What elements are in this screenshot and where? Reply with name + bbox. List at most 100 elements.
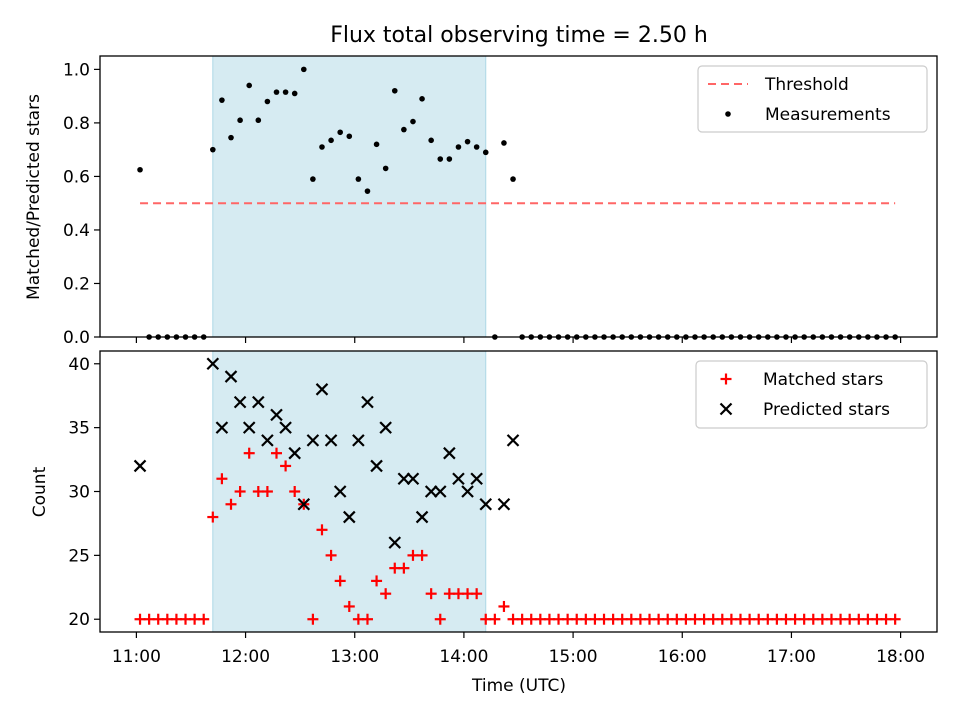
- measurement-point: [410, 118, 416, 125]
- predicted-point: [433, 485, 447, 498]
- bottom-y-tick-label: 30: [68, 483, 90, 503]
- measurement-point: [237, 117, 243, 124]
- matched-point: [225, 498, 237, 510]
- predicted-point: [361, 395, 374, 409]
- legend-predicted-marker: [719, 402, 733, 416]
- matched-point: [434, 613, 446, 625]
- measurement-point: [428, 137, 434, 144]
- predicted-point: [206, 357, 220, 371]
- predicted-point: [406, 472, 420, 486]
- legend-predicted-label: Predicted stars: [763, 400, 890, 420]
- cross-stroke-b: [406, 472, 420, 486]
- cross-stroke-b: [206, 357, 220, 371]
- cross-stroke-b: [388, 536, 402, 549]
- top-y-tick-label: 0.0: [63, 328, 90, 348]
- matched-point: [198, 613, 210, 625]
- measurement-point: [319, 144, 325, 150]
- cross-stroke-b: [215, 421, 229, 434]
- bottom-y-ticks: 20 25 30 35 40: [68, 355, 100, 630]
- matched-point: [325, 549, 337, 561]
- matched-point: [289, 486, 301, 497]
- matched-point: [471, 588, 483, 600]
- measurement-point: [291, 90, 298, 97]
- predicted-point: [388, 536, 402, 549]
- measurement-point: [264, 98, 271, 105]
- cross-stroke-b: [506, 434, 520, 447]
- cross-stroke-b: [497, 497, 511, 511]
- predicted-point: [242, 421, 256, 434]
- measurement-point: [346, 133, 353, 140]
- top-legend-box: [697, 65, 928, 133]
- measurement-point: [391, 87, 398, 94]
- measurement-point: [401, 126, 407, 133]
- measurement-point: [473, 144, 480, 150]
- cross-stroke-b: [279, 421, 292, 434]
- matched-point: [261, 486, 273, 497]
- predicted-point: [224, 370, 238, 383]
- x-tick-label: 14:00: [439, 647, 488, 667]
- cross-stroke-b: [252, 395, 265, 409]
- predicted-point: [297, 497, 311, 511]
- x-tick-label: 11:00: [112, 647, 161, 667]
- measurement-point: [437, 156, 444, 162]
- predicted-point: [415, 510, 429, 524]
- predicted-point: [352, 434, 365, 447]
- cross-stroke-b: [461, 485, 474, 498]
- measurement-point: [219, 97, 225, 103]
- bottom-y-tick-label: 35: [68, 419, 90, 439]
- top-axes-frame: [99, 55, 938, 338]
- cross-stroke-b: [719, 402, 733, 416]
- top-y-axis-label: Matched/Predicted stars: [24, 94, 44, 300]
- matched-point: [216, 473, 228, 485]
- top-y-tick-label: 0.8: [63, 114, 90, 134]
- predicted-point: [452, 472, 465, 486]
- cross-stroke-b: [379, 421, 392, 434]
- matched-point: [334, 575, 346, 587]
- matched-point: [398, 562, 410, 574]
- matched-point: [361, 613, 373, 625]
- x-tick-label: 17:00: [767, 647, 816, 667]
- x-tick-label: 12:00: [221, 647, 270, 667]
- x-tick-label: 16:00: [658, 647, 707, 667]
- predicted-point: [324, 434, 338, 447]
- cross-stroke-b: [343, 510, 356, 524]
- matched-point: [498, 600, 510, 612]
- matched-point: [307, 613, 319, 625]
- cross-stroke-b: [233, 395, 247, 409]
- predicted-point: [443, 446, 456, 460]
- matched-point: [380, 588, 392, 600]
- measurement-point: [246, 82, 253, 89]
- matched-point: [234, 486, 246, 497]
- x-tick-label: 18:00: [876, 647, 925, 667]
- predicted-point: [252, 395, 265, 409]
- measurement-point: [228, 134, 234, 141]
- top-y-tick-label: 0.2: [63, 274, 90, 294]
- cross-stroke-b: [297, 497, 311, 511]
- cross-stroke-b: [133, 459, 147, 473]
- bottom-y-tick-label: 40: [68, 355, 90, 375]
- measurement-point: [455, 144, 462, 150]
- cross-stroke-b: [352, 434, 365, 447]
- cross-stroke-b: [415, 510, 429, 524]
- predicted-point: [133, 459, 147, 473]
- predicted-point: [233, 395, 247, 409]
- top-y-tick-label: 0.4: [63, 221, 90, 241]
- matched-point: [243, 447, 255, 459]
- measurement-point: [501, 140, 507, 146]
- matched-points: [134, 447, 901, 625]
- matched-point: [889, 613, 901, 625]
- matched-point: [343, 600, 355, 612]
- cross-stroke-b: [397, 472, 411, 486]
- cross-stroke-b: [424, 485, 438, 498]
- predicted-point: [270, 408, 283, 422]
- predicted-point: [370, 459, 383, 473]
- cross-stroke-b: [324, 434, 338, 447]
- predicted-point: [306, 434, 320, 447]
- bottom-x-ticks: 11:00 12:00 13:00 14:00 15:00 16:00 17:00 18:00: [112, 632, 925, 667]
- legend-threshold-label: Threshold: [764, 75, 849, 95]
- cross-stroke-b: [224, 370, 238, 383]
- top-y-tick-label: 0.6: [63, 167, 90, 187]
- bottom-y-tick-label: 20: [68, 610, 90, 630]
- measurement-point: [300, 66, 307, 73]
- matched-point: [425, 588, 437, 600]
